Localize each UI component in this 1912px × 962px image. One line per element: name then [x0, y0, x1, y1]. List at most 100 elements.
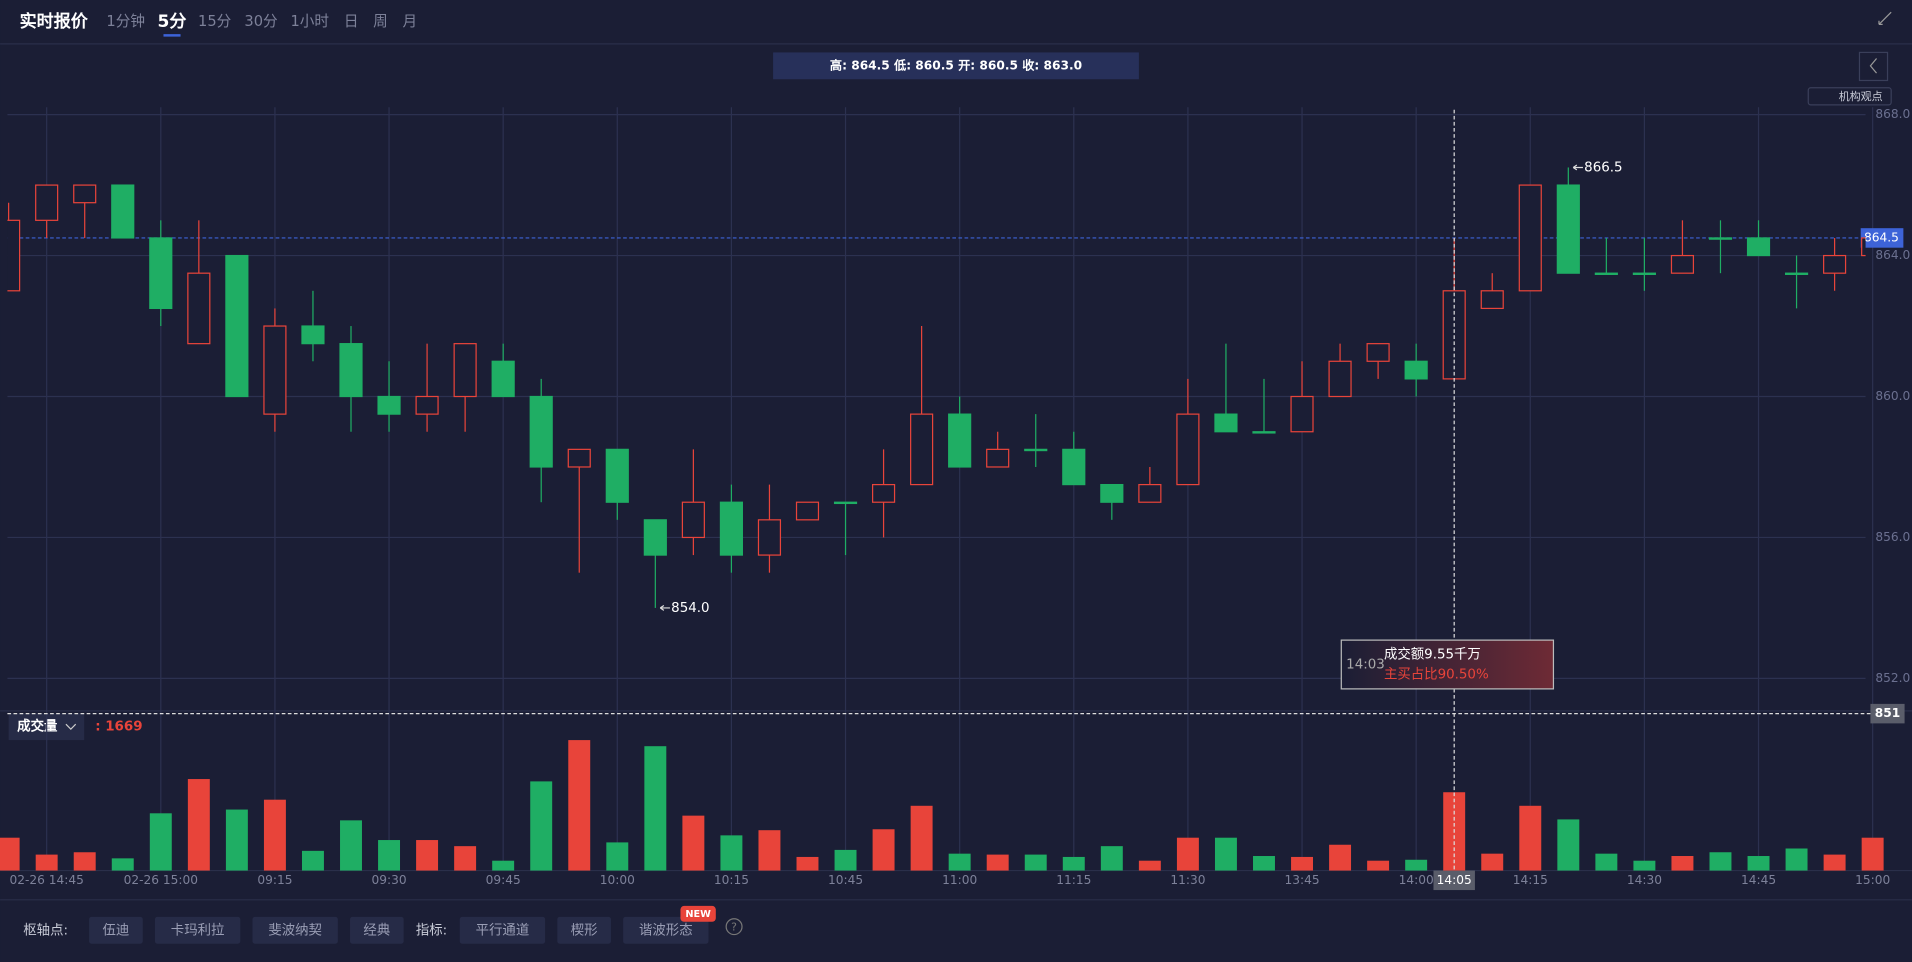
side-button-icon: [1869, 58, 1878, 74]
candle-body: [529, 395, 553, 468]
volume-bar: [1785, 848, 1808, 871]
candle-body: [7, 219, 21, 292]
tab[interactable]: 月: [402, 13, 417, 30]
tab[interactable]: 30分: [244, 13, 278, 30]
crosshair-x-tag: [1433, 870, 1475, 891]
volume-bar: [568, 740, 591, 871]
side-button[interactable]: [1858, 51, 1889, 82]
volume-bar: [1671, 856, 1694, 871]
pivot-button[interactable]: [89, 916, 143, 944]
volume-bar: [1024, 854, 1047, 871]
candle-body: [986, 448, 1010, 468]
y-tick-label: 860.0: [1875, 389, 1910, 403]
collapse-icon[interactable]: [1878, 11, 1892, 25]
marker-arrow: [1572, 164, 1583, 171]
volume-bar: [1100, 846, 1123, 871]
tab[interactable]: 日: [344, 13, 359, 30]
candle-body: [263, 325, 287, 415]
candle-body: [1708, 237, 1733, 240]
pivot-button[interactable]: [350, 916, 404, 944]
volume-bar: [682, 815, 705, 871]
candle-body: [1861, 237, 1866, 257]
y-tick-label: 856.0: [1875, 530, 1910, 544]
candle-body: [1632, 272, 1656, 276]
volume-bar: [644, 746, 667, 871]
tooltip-time: 14:03: [1346, 657, 1385, 672]
volume-value: : 1669: [95, 720, 142, 735]
x-tick-label: 10:15: [714, 873, 749, 887]
candle-body: [871, 483, 896, 503]
help-icon[interactable]: [725, 918, 743, 936]
candle-body: [73, 184, 97, 204]
pivot-button-text: 斐波纳契: [268, 922, 322, 938]
volume-bar: [1329, 844, 1352, 871]
tab[interactable]: 1小时: [291, 13, 330, 30]
candle-body: [1100, 483, 1124, 503]
candle-body: [795, 501, 820, 521]
volume-bar: [492, 860, 515, 871]
pivot-button[interactable]: [154, 916, 241, 944]
indicator-button[interactable]: [623, 916, 709, 944]
y-tick-label: 864.0: [1875, 248, 1910, 262]
info-bar: [773, 52, 1139, 80]
last-price-tag: [1860, 228, 1904, 248]
candles: [7, 167, 1866, 608]
candle-body: [377, 395, 401, 415]
x-tick-label: 02-26 15:00: [124, 873, 198, 887]
x-tick-label: 14:00: [1399, 873, 1434, 887]
candle-body: [1176, 413, 1200, 486]
volume-bar: [263, 799, 286, 871]
candle-body: [339, 343, 363, 398]
candle-body: [1823, 254, 1847, 274]
pivot-button[interactable]: [252, 916, 338, 944]
volume-bar: [225, 809, 248, 871]
marker-arrow: [659, 604, 670, 611]
tab[interactable]: 周: [373, 13, 388, 30]
help-text: ?: [731, 920, 737, 933]
candle-body: [149, 237, 173, 310]
volume-bar: [1747, 856, 1770, 871]
candle-body: [1252, 431, 1276, 434]
tab[interactable]: 5分: [158, 12, 187, 32]
volume-bar: [73, 852, 96, 871]
candle-body: [1366, 343, 1390, 362]
tab[interactable]: 1分钟: [106, 13, 145, 30]
candle-body: [111, 184, 135, 239]
candle-body: [1556, 184, 1580, 274]
y-tick-label: 852.0: [1875, 671, 1910, 685]
volume-bar: [530, 781, 553, 871]
volume-bar: [1557, 819, 1580, 871]
volume-bar: [986, 854, 1009, 871]
candle-body: [1480, 290, 1504, 310]
volume-bar: [1367, 860, 1390, 871]
candle-body: [1024, 448, 1048, 452]
indicator-button-text: 楔形: [571, 922, 598, 938]
indicator-button[interactable]: [557, 916, 611, 944]
toolbar-label: 枢轴点:: [23, 922, 68, 938]
x-tick-label: 09:30: [371, 873, 406, 887]
new-badge: [680, 905, 716, 922]
x-tick-label: 10:00: [600, 873, 635, 887]
crosshair-y-tag: [1870, 703, 1905, 724]
plot: 868.0 864.0 860.0 856.0 852.0 02-26 14:45 02-2…: [0, 107, 1910, 891]
x-tick-label: 09:45: [486, 873, 521, 887]
volume-bar: [1861, 837, 1884, 871]
pivot-button-text: 经典: [363, 922, 390, 938]
candle-body: [1442, 290, 1466, 380]
candle-body: [453, 343, 477, 398]
candle-body: [567, 448, 591, 468]
volume-bar: [1062, 856, 1085, 871]
volume-bar: [796, 856, 819, 871]
tab[interactable]: 15分: [198, 13, 232, 30]
volume-bar: [111, 858, 134, 871]
indicator-button-text: 谐波形态: [639, 922, 693, 938]
x-tick-label: 13:45: [1284, 873, 1319, 887]
volume-bar: [1595, 853, 1618, 871]
indicator-button[interactable]: [459, 916, 546, 944]
x-tick-label: 11:00: [942, 873, 977, 887]
tooltip: [1340, 639, 1555, 690]
view-button[interactable]: [1807, 87, 1892, 106]
volume-bar: [454, 846, 477, 871]
volume-bar: [720, 835, 743, 871]
